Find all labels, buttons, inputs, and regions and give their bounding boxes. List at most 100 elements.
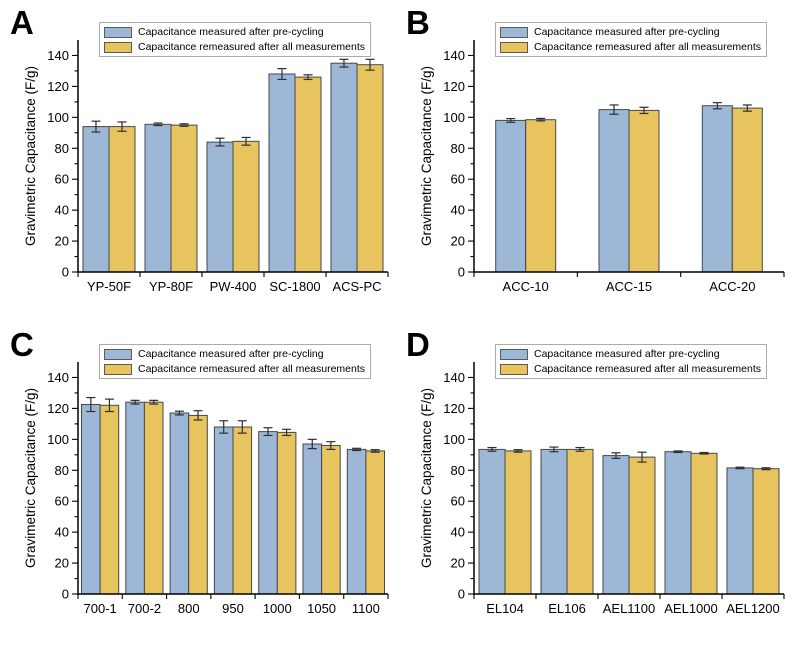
y-tick-label: 20 bbox=[451, 234, 465, 249]
bar bbox=[346, 448, 367, 595]
legend-label-pre-cycling: Capacitance measured after pre-cycling bbox=[138, 348, 324, 360]
bar bbox=[664, 451, 692, 595]
bar bbox=[690, 452, 718, 595]
error-bar bbox=[365, 58, 375, 71]
x-tick-label: 1050 bbox=[307, 601, 336, 616]
y-tick-label: 40 bbox=[451, 525, 465, 540]
axes bbox=[77, 40, 388, 273]
x-tick-label: ACC-15 bbox=[606, 279, 652, 294]
y-tick-label: 120 bbox=[47, 401, 69, 416]
error-bar bbox=[153, 122, 163, 127]
y-tick-label: 60 bbox=[451, 494, 465, 509]
error-bar bbox=[487, 446, 497, 452]
x-tick-label: 700-1 bbox=[84, 601, 117, 616]
x-tick-label: SC-1800 bbox=[269, 279, 320, 294]
bar bbox=[752, 468, 780, 595]
bar bbox=[82, 126, 110, 273]
bar bbox=[525, 119, 557, 273]
bar bbox=[169, 412, 190, 595]
error-bar bbox=[174, 410, 184, 416]
bar bbox=[628, 456, 656, 595]
x-tick-label: 1000 bbox=[263, 601, 292, 616]
y-tick-label: 80 bbox=[55, 463, 69, 478]
error-bar bbox=[370, 449, 380, 453]
bars bbox=[82, 58, 384, 273]
bar bbox=[356, 64, 384, 273]
legend-row-remeasured: Capacitance remeasured after all measure… bbox=[500, 362, 761, 376]
y-tick-label: 60 bbox=[451, 172, 465, 187]
error-bar bbox=[673, 450, 683, 454]
y-tick-label: 100 bbox=[443, 432, 465, 447]
legend-label-remeasured: Capacitance remeasured after all measure… bbox=[138, 41, 366, 53]
legend-label-pre-cycling: Capacitance measured after pre-cycling bbox=[534, 26, 720, 38]
error-bar bbox=[339, 58, 349, 68]
y-axis-label: Gravimetric Capacitance (F/g) bbox=[23, 387, 38, 569]
x-tick-label: EL104 bbox=[486, 601, 524, 616]
x-tick-label: AEL1200 bbox=[726, 601, 780, 616]
error-bar bbox=[549, 446, 559, 453]
bar bbox=[731, 107, 763, 273]
x-tick-label: EL106 bbox=[548, 601, 586, 616]
legend-label-remeasured: Capacitance remeasured after all measure… bbox=[534, 41, 762, 53]
x-tick-label: YP-80F bbox=[149, 279, 193, 294]
y-axis-label: Gravimetric Capacitance (F/g) bbox=[23, 65, 38, 247]
bar-chart-a: 0 20 40 60 80 100 120 140 YP-50F YP-80F PW-400 SC-1… bbox=[47, 40, 389, 294]
error-bar bbox=[506, 117, 516, 123]
y-tick-label: 0 bbox=[62, 587, 69, 602]
bar bbox=[232, 140, 260, 273]
y-tick-label: 60 bbox=[55, 494, 69, 509]
error-bar bbox=[639, 106, 649, 115]
error-bar bbox=[742, 104, 752, 112]
axes bbox=[473, 362, 784, 595]
error-bar bbox=[215, 137, 225, 147]
bar bbox=[268, 73, 296, 273]
bar bbox=[302, 443, 323, 595]
y-axis-label: Gravimetric Capacitance (F/g) bbox=[419, 387, 434, 569]
y-tick-label: 140 bbox=[443, 370, 465, 385]
error-bar bbox=[263, 427, 273, 437]
legend-swatch-pre-cycling bbox=[104, 348, 132, 360]
y-tick-label: 20 bbox=[55, 556, 69, 571]
legend-row-pre-cycling: Capacitance measured after pre-cycling bbox=[104, 347, 365, 361]
y-tick-label: 40 bbox=[55, 203, 69, 218]
axes bbox=[77, 362, 388, 595]
bar-chart-b: 0 20 40 60 80 100 120 140 ACC-10 ACC-15 ACC-20 bbox=[443, 40, 785, 294]
ticks bbox=[468, 54, 785, 277]
legend-swatch-pre-cycling bbox=[500, 348, 528, 360]
y-tick-label: 120 bbox=[443, 79, 465, 94]
legend-swatch-remeasured bbox=[104, 41, 132, 53]
x-tick-label: 1100 bbox=[352, 601, 380, 616]
y-tick-label: 80 bbox=[451, 141, 465, 156]
x-tick-label: PW-400 bbox=[210, 279, 257, 294]
legend-label-pre-cycling: Capacitance measured after pre-cycling bbox=[534, 348, 720, 360]
bars bbox=[81, 396, 385, 595]
error-bar bbox=[536, 117, 546, 122]
ticks bbox=[468, 376, 785, 599]
legend-swatch-remeasured bbox=[104, 363, 132, 375]
error-bar bbox=[241, 136, 251, 146]
axes bbox=[473, 40, 784, 273]
bar bbox=[108, 126, 136, 273]
error-bar bbox=[193, 410, 203, 421]
y-tick-label: 120 bbox=[443, 401, 465, 416]
legend: Capacitance measured after pre-cycling C… bbox=[99, 22, 372, 57]
bar bbox=[144, 123, 172, 273]
legend-swatch-remeasured bbox=[500, 363, 528, 375]
bar bbox=[478, 448, 506, 595]
x-tick-label: AEL1000 bbox=[664, 601, 718, 616]
error-bar bbox=[735, 466, 745, 470]
bar bbox=[504, 450, 532, 595]
error-bar bbox=[149, 399, 159, 405]
x-tick-label: ACS-PC bbox=[332, 279, 381, 294]
x-tick-label: YP-50F bbox=[87, 279, 131, 294]
y-tick-label: 20 bbox=[55, 234, 69, 249]
x-tick-label: ACC-20 bbox=[709, 279, 755, 294]
error-bar bbox=[117, 121, 127, 132]
error-bar bbox=[219, 420, 229, 434]
error-bar bbox=[104, 398, 114, 413]
y-tick-label: 60 bbox=[55, 172, 69, 187]
error-bar bbox=[712, 102, 722, 110]
error-bar bbox=[179, 123, 189, 127]
error-bar bbox=[307, 438, 317, 450]
bar bbox=[143, 401, 164, 595]
